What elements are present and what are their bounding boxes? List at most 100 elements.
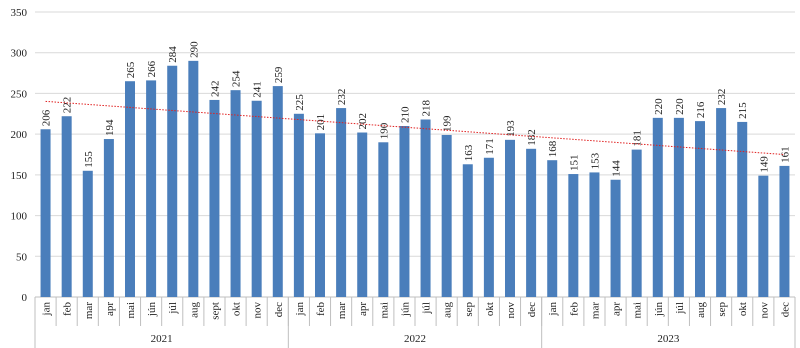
bar xyxy=(547,160,558,297)
bar xyxy=(61,116,72,297)
x-tick-label: feb xyxy=(568,302,580,317)
bar xyxy=(737,121,748,297)
x-tick-label: mai xyxy=(378,302,390,319)
value-label: 151 xyxy=(568,155,580,172)
y-tick-label: 300 xyxy=(11,48,28,60)
x-tick-label: dec xyxy=(779,302,791,317)
x-tick-label: aug xyxy=(442,302,454,318)
value-label: 232 xyxy=(336,89,348,106)
value-label: 171 xyxy=(484,138,496,155)
value-label: 254 xyxy=(231,70,243,87)
x-tick-label: sept xyxy=(209,302,221,320)
x-tick-label: apr xyxy=(104,302,116,316)
value-label: 218 xyxy=(421,99,433,116)
x-tick-label: aug xyxy=(695,302,707,318)
trendline xyxy=(45,100,785,156)
bar xyxy=(441,134,452,297)
value-label: 153 xyxy=(589,152,601,169)
bar xyxy=(631,149,642,297)
bar xyxy=(695,121,705,297)
value-label: 259 xyxy=(273,66,285,83)
group-label: 2021 xyxy=(151,333,173,345)
y-tick-label: 350 xyxy=(11,7,28,19)
x-tick-label: sep xyxy=(463,302,475,317)
value-label: 149 xyxy=(758,156,770,173)
y-tick-label: 0 xyxy=(22,292,28,304)
bar xyxy=(40,129,51,297)
bar xyxy=(378,142,389,297)
x-tick-label: feb xyxy=(315,302,327,317)
y-tick-label: 50 xyxy=(16,251,28,263)
value-label: 202 xyxy=(357,113,369,130)
bar xyxy=(462,164,473,297)
value-label: 225 xyxy=(294,94,306,111)
x-tick-label: jún xyxy=(399,302,411,318)
bar xyxy=(716,108,727,297)
value-label: 242 xyxy=(209,80,221,97)
x-tick-label: jan xyxy=(294,302,306,317)
bar xyxy=(82,170,93,297)
bar xyxy=(673,117,684,297)
bar xyxy=(209,99,220,297)
value-label: 144 xyxy=(611,160,623,177)
value-label: 265 xyxy=(125,61,137,78)
value-label: 168 xyxy=(547,140,559,157)
value-label: 155 xyxy=(83,151,95,168)
group-label: 2023 xyxy=(657,333,680,345)
x-tick-label: nov xyxy=(758,302,770,319)
bar xyxy=(357,132,368,297)
bar xyxy=(230,90,241,298)
y-tick-label: 250 xyxy=(11,88,28,100)
x-tick-label: okt xyxy=(737,302,749,316)
value-label: 182 xyxy=(526,129,538,146)
value-label: 201 xyxy=(315,114,327,131)
bar xyxy=(146,80,157,298)
bar xyxy=(167,65,178,297)
value-label: 266 xyxy=(146,60,158,77)
value-label: 190 xyxy=(378,122,390,139)
x-tick-label: mar xyxy=(336,302,348,319)
x-tick-label: júl xyxy=(421,302,433,315)
bar xyxy=(610,179,621,297)
bar xyxy=(399,126,410,297)
value-label: 210 xyxy=(399,106,411,123)
bar xyxy=(103,139,114,297)
x-tick-label: dec xyxy=(526,302,538,317)
bar xyxy=(589,172,600,297)
x-tick-label: mar xyxy=(589,302,601,319)
value-label: 161 xyxy=(779,146,791,163)
value-label: 241 xyxy=(252,81,264,98)
value-label: 206 xyxy=(41,109,53,126)
x-tick-label: jún xyxy=(653,302,665,318)
value-label: 194 xyxy=(104,119,116,136)
bar xyxy=(568,174,579,297)
x-tick-label: mai xyxy=(125,302,137,319)
value-label: 220 xyxy=(653,98,665,115)
value-label: 290 xyxy=(188,41,200,58)
bar xyxy=(483,157,494,297)
x-tick-label: dec xyxy=(273,302,285,317)
value-label: 284 xyxy=(167,46,179,63)
value-label: 215 xyxy=(737,102,749,119)
x-tick-label: mar xyxy=(83,302,95,319)
value-label: 232 xyxy=(716,89,728,106)
x-tick-label: sep xyxy=(716,302,728,317)
x-tick-label: júl xyxy=(167,302,179,315)
bar xyxy=(293,113,304,298)
x-tick-label: feb xyxy=(62,302,74,317)
x-tick-label: okt xyxy=(484,302,496,316)
x-tick-label: jún xyxy=(146,302,158,318)
bar xyxy=(652,117,663,297)
bar xyxy=(505,139,515,297)
value-label: 181 xyxy=(632,130,644,147)
bar xyxy=(315,133,325,297)
bar xyxy=(779,165,790,297)
bar xyxy=(420,119,431,297)
x-tick-label: apr xyxy=(611,302,623,316)
y-tick-label: 150 xyxy=(11,170,28,182)
x-tick-label: aug xyxy=(188,302,200,318)
bar xyxy=(251,100,262,297)
value-label: 199 xyxy=(442,115,454,132)
